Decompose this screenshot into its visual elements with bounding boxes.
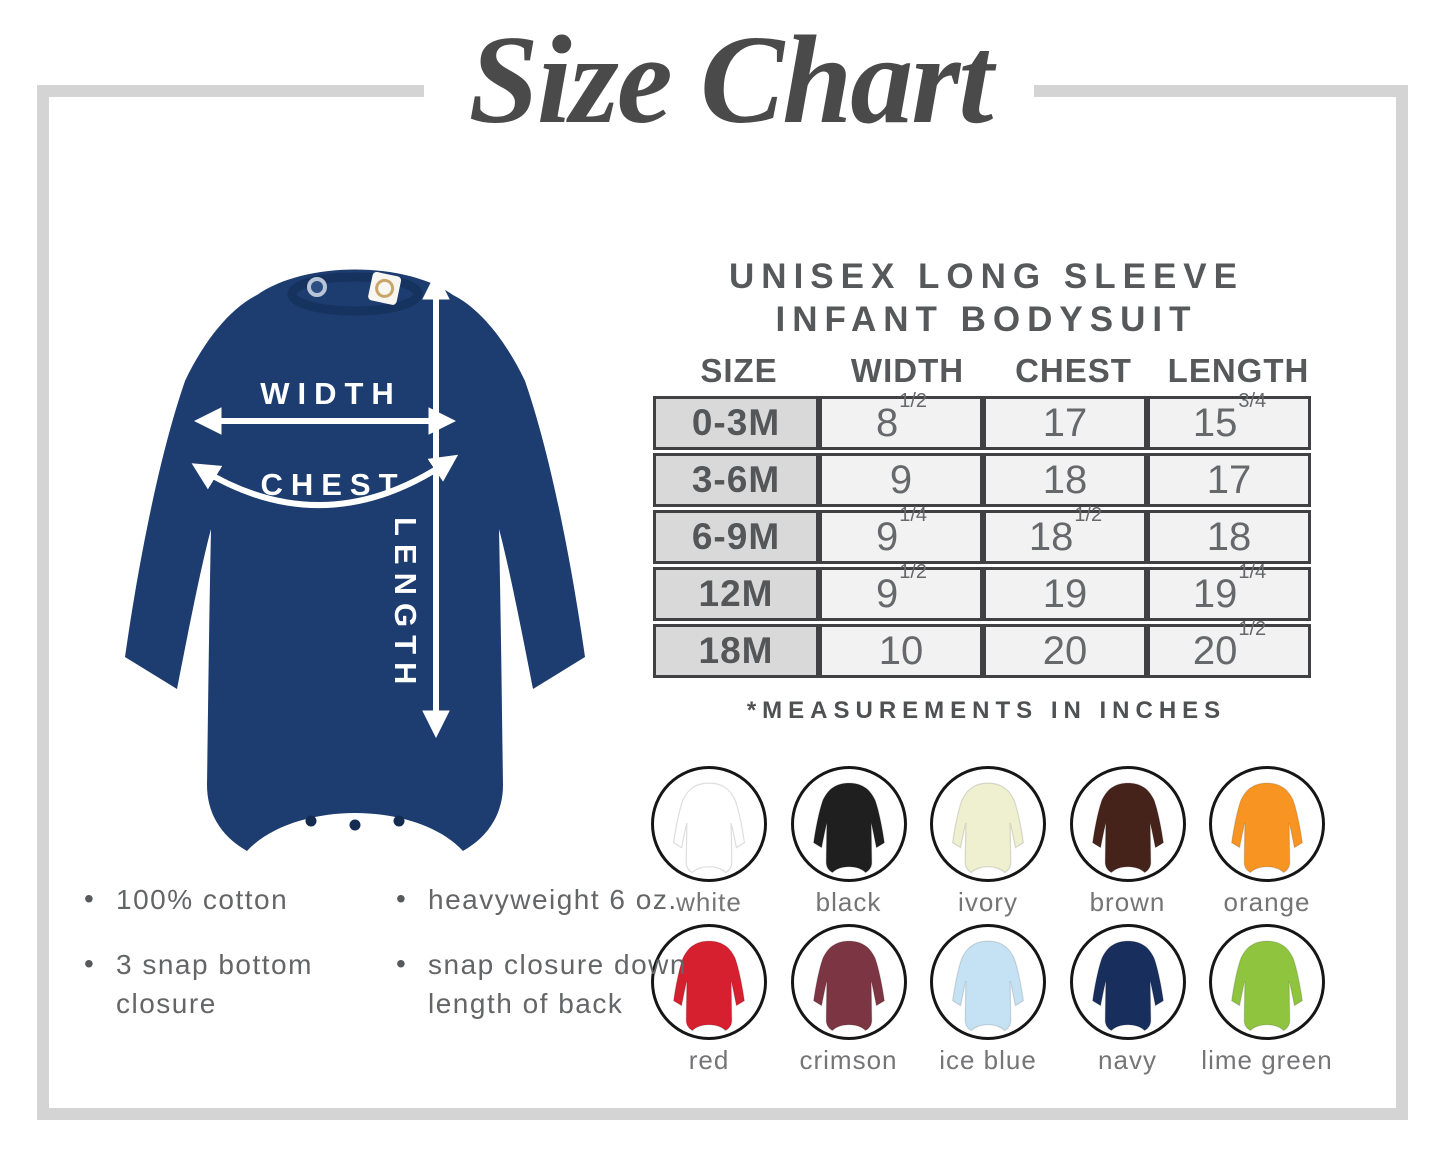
swatch-circle: [1069, 766, 1186, 882]
swatch-ivory: ivory: [922, 766, 1054, 918]
feature-list: 100% cotton 3 snap bottom closure heavywe…: [80, 879, 702, 1050]
product-heading-line1: UNISEX LONG SLEEVE: [729, 257, 1244, 296]
length-value-cell: 153/4: [1147, 390, 1311, 450]
width-value-cell: 9: [819, 453, 983, 507]
swatch-lime-green: lime green: [1201, 924, 1333, 1076]
neckline: [287, 272, 423, 316]
bodysuit-icon: [948, 937, 1028, 1033]
table-row: 12M 91/2 19 191/4: [653, 561, 1311, 621]
bodysuit-icon: [948, 779, 1028, 875]
size-cell: 0-3M: [653, 396, 819, 450]
swatch-circle: [1069, 924, 1186, 1040]
bodysuit-icon: [669, 779, 749, 875]
swatch-black: black: [783, 766, 915, 918]
swatch-label: red: [688, 1045, 730, 1075]
swatch-row-1: white black ivory brown orange: [643, 766, 1333, 918]
bodysuit-icon: [1088, 779, 1168, 875]
swatch-label: lime green: [1201, 1045, 1333, 1075]
chest-value-cell: 18: [983, 453, 1147, 507]
swatch-row-2: red crimson ice blue navy lime green: [643, 924, 1333, 1076]
feature-item: snap closure down length of back: [392, 944, 702, 1023]
swatch-label: crimson: [799, 1045, 898, 1075]
measurements-footnote: *MEASUREMENTS IN INCHES: [746, 697, 1227, 724]
table-row: 3-6M 9 18 17: [653, 453, 1311, 507]
size-cell: 12M: [653, 567, 819, 621]
size-cell: 6-9M: [653, 510, 819, 564]
border-frame: [37, 85, 1408, 1120]
page-title: Size Chart: [468, 11, 994, 150]
swatch-brown: brown: [1062, 766, 1194, 918]
swatch-circle: [1209, 924, 1325, 1040]
bodysuit-icon: [809, 937, 889, 1033]
table-row: 0-3M 81/2 17 153/4: [653, 390, 1311, 450]
bodysuit-icon: [1227, 779, 1307, 875]
neck-tag: [368, 271, 402, 305]
size-table: 0-3M 81/2 17 153/4 3-6M 9 18 17 6-9M 91/4 181/2 18 1…: [653, 390, 1311, 681]
swatch-navy: navy: [1062, 924, 1194, 1076]
bottom-snap: [393, 815, 405, 827]
swatch-circle: [1209, 766, 1325, 882]
bodysuit-icon: [1227, 937, 1307, 1033]
swatch-orange: orange: [1201, 766, 1333, 918]
length-value-cell: 17: [1147, 453, 1311, 507]
width-label: WIDTH: [260, 376, 402, 411]
chest-label: CHEST: [260, 467, 405, 502]
swatch-label: ice blue: [939, 1045, 1037, 1075]
neck-snap: [307, 277, 327, 297]
size-table-body: 0-3M 81/2 17 153/4 3-6M 9 18 17 6-9M 91/4 181/2 18 1…: [653, 390, 1311, 678]
feature-item: heavyweight 6 oz.: [392, 879, 702, 919]
column-header-length: LENGTH: [1167, 352, 1310, 389]
title-gap: [424, 78, 1034, 104]
bottom-snap: [349, 819, 361, 831]
length-label: LENGTH: [388, 517, 423, 692]
column-header-width: WIDTH: [850, 352, 965, 389]
width-value-cell: 10: [819, 624, 983, 678]
swatch-label: orange: [1223, 887, 1311, 917]
width-value-cell: 91/2: [819, 561, 983, 621]
chest-arrow: [191, 454, 459, 509]
swatch-label: ivory: [958, 887, 1018, 917]
bodysuit-figure: WIDTH CHEST LENGTH: [125, 269, 585, 851]
table-row: 18M 10 20 201/2: [653, 618, 1311, 678]
chest-value-cell: 181/2: [983, 504, 1147, 564]
width-value-cell: 91/4: [819, 504, 983, 564]
swatch-ice-blue: ice blue: [922, 924, 1054, 1076]
feature-item: 100% cotton: [80, 879, 368, 919]
table-column-headers: SIZE WIDTH CHEST LENGTH: [653, 352, 1320, 390]
length-value-cell: 18: [1147, 510, 1311, 564]
chest-value-cell: 19: [983, 567, 1147, 621]
feature-item: 3 snap bottom closure: [80, 944, 368, 1023]
feature-column-1: 100% cotton 3 snap bottom closure: [80, 879, 368, 1050]
chest-value-cell: 17: [983, 396, 1147, 450]
swatch-circle: [790, 766, 907, 882]
feature-column-2: heavyweight 6 oz. snap closure down lengt…: [392, 879, 702, 1050]
swatch-label: black: [815, 887, 882, 917]
length-value-cell: 191/4: [1147, 561, 1311, 621]
table-row: 6-9M 91/4 181/2 18: [653, 504, 1311, 564]
swatch-circle: [930, 924, 1046, 1040]
swatch-circle: [930, 766, 1046, 882]
size-cell: 3-6M: [653, 453, 819, 507]
swatch-label: navy: [1098, 1045, 1157, 1075]
chest-value-cell: 20: [983, 624, 1147, 678]
bodysuit-icon: [1088, 937, 1168, 1033]
product-heading-line2: INFANT BODYSUIT: [775, 299, 1198, 339]
product-heading: UNISEX LONG SLEEVE INFANT BODYSUIT: [653, 256, 1320, 341]
size-cell: 18M: [653, 624, 819, 678]
swatch-circle: [790, 924, 907, 1040]
width-value-cell: 81/2: [819, 390, 983, 450]
bodysuit-icon: [809, 779, 889, 875]
swatch-crimson: crimson: [783, 924, 915, 1076]
column-header-chest: CHEST: [1015, 352, 1132, 389]
bodysuit-silhouette: [125, 269, 585, 851]
bottom-snap: [305, 815, 317, 827]
swatch-label: brown: [1089, 887, 1166, 917]
column-header-size: SIZE: [700, 352, 778, 389]
length-value-cell: 201/2: [1147, 618, 1311, 678]
color-swatches: white black ivory brown orange red crimson ice…: [643, 766, 1333, 1082]
swatch-circle: [651, 766, 767, 882]
